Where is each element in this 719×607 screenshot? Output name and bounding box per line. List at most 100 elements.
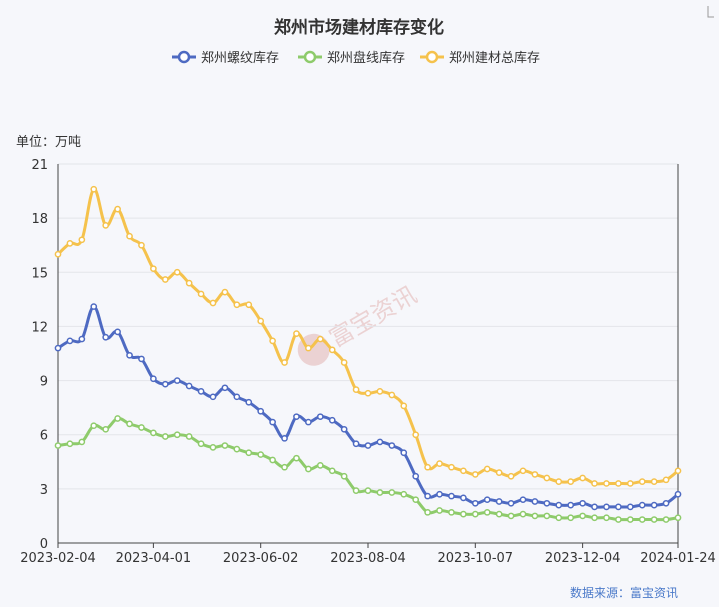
data-point xyxy=(662,499,670,507)
x-tick-label: 2023-12-04 xyxy=(545,551,621,566)
data-point xyxy=(519,467,527,475)
chart-title: 郑州市场建材库存变化 xyxy=(274,17,444,38)
data-point xyxy=(328,416,336,424)
y-tick-label: 9 xyxy=(40,375,48,390)
data-point xyxy=(316,335,324,343)
data-point xyxy=(471,471,479,478)
data-point xyxy=(626,516,634,523)
legend-marker xyxy=(303,50,317,64)
data-point xyxy=(650,516,658,523)
data-point xyxy=(495,498,503,505)
data-point xyxy=(662,476,670,484)
data-point xyxy=(173,431,181,439)
data-point xyxy=(150,265,157,273)
data-point xyxy=(102,222,110,229)
y-tick-label: 12 xyxy=(31,320,48,335)
data-point xyxy=(460,510,467,518)
data-point xyxy=(114,415,121,422)
data-point xyxy=(400,449,408,457)
data-point xyxy=(448,463,455,471)
data-point xyxy=(626,480,634,487)
data-point xyxy=(305,344,312,352)
data-point xyxy=(495,510,503,518)
legend-item[interactable]: 郑州螺纹库存 xyxy=(172,50,279,66)
data-point xyxy=(340,359,348,366)
y-tick-label: 15 xyxy=(31,266,48,281)
data-point xyxy=(126,351,133,359)
data-point xyxy=(197,290,205,298)
data-point xyxy=(436,490,443,498)
data-point xyxy=(615,480,622,487)
data-point xyxy=(650,478,658,485)
data-point xyxy=(138,424,145,431)
data-point xyxy=(543,499,551,507)
data-point xyxy=(555,514,563,522)
data-point xyxy=(305,465,312,473)
data-point xyxy=(591,514,598,522)
data-point xyxy=(567,501,575,509)
data-point xyxy=(233,445,241,453)
x-tick-label: 2023-10-07 xyxy=(438,551,514,566)
data-point xyxy=(555,478,563,485)
data-point xyxy=(615,503,622,511)
data-point xyxy=(591,480,598,487)
data-point xyxy=(531,512,539,520)
data-point xyxy=(161,433,169,440)
legend: 郑州螺纹库存 郑州盘线库存 郑州建材总库存 xyxy=(172,50,540,66)
legend-item[interactable]: 郑州建材总库存 xyxy=(420,50,540,66)
data-point xyxy=(209,393,217,401)
data-point xyxy=(257,407,265,415)
data-point xyxy=(400,490,408,498)
data-point xyxy=(66,440,74,448)
legend-label: 郑州盘线库存 xyxy=(327,50,405,66)
data-point xyxy=(126,420,133,428)
data-point xyxy=(293,454,300,462)
x-tick-label: 2023-08-04 xyxy=(330,551,406,566)
data-point xyxy=(555,501,563,509)
data-point xyxy=(161,276,169,283)
data-point xyxy=(471,510,479,518)
data-point xyxy=(412,431,420,439)
data-point xyxy=(293,330,300,337)
data-point xyxy=(471,499,479,507)
data-point xyxy=(579,499,586,507)
x-tick-label: 2023-06-02 xyxy=(223,551,299,566)
data-point xyxy=(197,388,205,395)
data-point xyxy=(460,494,467,502)
data-point xyxy=(603,514,610,522)
series-2 xyxy=(54,185,682,487)
data-point xyxy=(328,467,336,475)
data-point xyxy=(197,440,205,448)
data-point xyxy=(102,333,110,341)
data-point xyxy=(615,516,622,523)
data-point xyxy=(483,496,491,504)
corner-icon[interactable] xyxy=(707,6,714,18)
data-point xyxy=(567,478,575,485)
axes: 0 3 6 9 12 15 18 21 2023-02-04 2023-04-01 2023-06-… xyxy=(20,158,716,566)
data-point xyxy=(54,250,62,258)
data-point xyxy=(340,425,348,433)
data-point xyxy=(138,241,145,249)
data-point xyxy=(54,442,62,449)
data-point xyxy=(269,418,276,426)
data-point xyxy=(173,377,181,384)
data-point xyxy=(78,335,86,343)
legend-item[interactable]: 郑州盘线库存 xyxy=(298,50,405,66)
data-point xyxy=(591,503,598,511)
data-point xyxy=(519,510,527,518)
data-point xyxy=(233,393,241,401)
y-tick-label: 6 xyxy=(40,429,48,444)
data-point xyxy=(90,303,98,310)
data-point xyxy=(281,434,288,442)
data-point xyxy=(650,501,658,509)
data-point xyxy=(531,471,539,478)
data-point xyxy=(78,438,86,446)
data-point xyxy=(376,489,384,496)
data-point xyxy=(495,469,503,476)
data-point xyxy=(245,449,253,457)
legend-label: 郑州建材总库存 xyxy=(449,50,540,66)
y-tick-label: 0 xyxy=(40,537,48,552)
data-point xyxy=(221,442,229,449)
data-point xyxy=(352,440,360,448)
data-point xyxy=(281,463,288,471)
